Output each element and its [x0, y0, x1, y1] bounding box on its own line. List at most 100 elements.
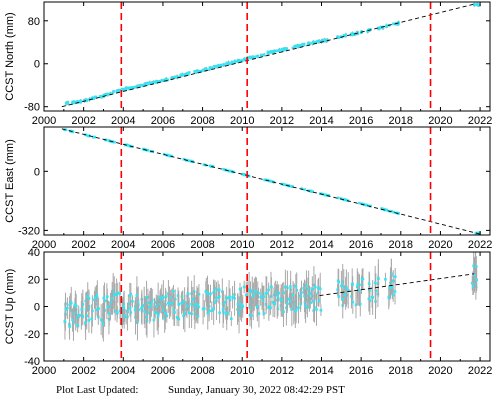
- data-point-north: [240, 59, 244, 62]
- data-point-east: [222, 167, 225, 171]
- x-tick-label-north: 2022: [468, 115, 492, 127]
- data-point-up: [171, 302, 175, 305]
- data-point-north: [323, 38, 326, 42]
- data-point-up: [257, 312, 261, 315]
- data-point-east: [93, 135, 97, 139]
- data-point-up: [99, 318, 103, 321]
- x-tick-label-north: 2006: [151, 115, 175, 127]
- data-point-east: [474, 231, 478, 235]
- data-point-up: [173, 297, 177, 301]
- data-point-up: [373, 281, 377, 285]
- data-point-east: [368, 204, 372, 208]
- data-point-north: [293, 45, 296, 48]
- data-point-east: [282, 183, 285, 186]
- data-point-up: [299, 302, 302, 306]
- data-point-up: [153, 311, 157, 315]
- data-point-north: [275, 49, 279, 52]
- x-tick-label-north: 2000: [32, 115, 56, 127]
- data-point-up: [101, 319, 104, 322]
- y-tick-label-up: -40: [24, 356, 40, 368]
- data-point-up: [122, 305, 125, 309]
- data-point-north: [366, 30, 370, 33]
- x-tick-label-east: 2020: [428, 239, 452, 251]
- data-point-north: [98, 95, 102, 98]
- data-point-east: [291, 185, 294, 188]
- data-point-up: [87, 297, 91, 300]
- data-point-up: [304, 304, 307, 308]
- data-point-east: [182, 157, 186, 161]
- data-point-east: [107, 139, 111, 143]
- data-point-up: [135, 293, 139, 297]
- data-point-up: [110, 297, 114, 300]
- data-point-up: [158, 302, 161, 306]
- data-point-up: [136, 320, 139, 324]
- data-point-up: [101, 323, 105, 326]
- data-point-up: [145, 319, 149, 323]
- data-point-north: [337, 36, 340, 39]
- data-point-up: [317, 299, 321, 303]
- data-point-north: [199, 70, 203, 73]
- data-point-up: [134, 315, 137, 319]
- data-point-up: [300, 291, 303, 294]
- data-point-north: [143, 83, 147, 87]
- x-tick-label-up: 2006: [151, 365, 175, 377]
- data-point-up: [231, 295, 234, 299]
- data-point-up: [109, 305, 112, 308]
- data-point-east: [303, 188, 306, 191]
- y-tick-label-up: 40: [28, 247, 40, 259]
- data-point-up: [260, 294, 264, 298]
- data-point-east: [392, 210, 396, 214]
- data-point-north: [243, 58, 247, 61]
- data-point-up: [291, 293, 295, 297]
- y-tick-label-east: -320: [18, 225, 40, 237]
- data-point-up: [391, 279, 395, 283]
- data-point-north: [180, 73, 183, 76]
- data-point-up: [153, 306, 156, 309]
- data-point-north: [149, 81, 152, 85]
- data-point-up: [254, 290, 257, 293]
- footer-timestamp: Sunday, January 30, 2022 08:42:29 PST: [168, 384, 345, 396]
- data-point-up: [271, 301, 275, 304]
- data-point-up: [318, 287, 322, 291]
- data-point-up: [267, 288, 270, 292]
- x-tick-label-north: 2002: [71, 115, 95, 127]
- data-point-east: [345, 198, 348, 202]
- data-point-up: [262, 312, 266, 315]
- data-point-up: [190, 302, 193, 306]
- data-point-east: [270, 180, 274, 183]
- data-point-east: [324, 193, 327, 197]
- data-point-north: [278, 48, 281, 52]
- data-point-north: [201, 69, 205, 72]
- x-tick-label-east: 2018: [389, 239, 413, 251]
- data-point-north: [152, 80, 156, 84]
- data-point-north: [163, 78, 167, 82]
- data-point-north: [377, 27, 381, 31]
- data-point-up: [87, 319, 91, 322]
- data-point-east: [310, 190, 314, 194]
- data-point-north: [195, 70, 198, 74]
- data-point-north: [210, 66, 214, 70]
- data-point-up: [294, 309, 297, 313]
- data-point-east: [380, 207, 384, 210]
- data-point-north: [205, 67, 208, 71]
- data-point-up: [336, 288, 339, 292]
- data-layer-east: [61, 128, 482, 235]
- panel-east: 2000 2002 2004 2006 2008 2010 2012 2014 2016 2018…: [4, 126, 492, 251]
- data-point-up: [76, 323, 79, 327]
- data-point-up: [249, 306, 252, 310]
- x-tick-label-north: 2012: [270, 115, 294, 127]
- data-point-up: [223, 300, 227, 304]
- data-point-up: [131, 300, 134, 303]
- data-point-up: [69, 301, 73, 305]
- data-point-up: [302, 287, 305, 290]
- data-point-up: [249, 290, 252, 293]
- data-point-up: [144, 302, 147, 306]
- data-point-up: [71, 318, 74, 322]
- data-point-north: [378, 26, 382, 30]
- data-point-up: [360, 277, 364, 281]
- data-point-up: [337, 295, 341, 298]
- data-point-up: [116, 311, 119, 315]
- data-point-up: [218, 311, 221, 315]
- data-point-up: [159, 299, 163, 303]
- data-point-east: [478, 231, 481, 235]
